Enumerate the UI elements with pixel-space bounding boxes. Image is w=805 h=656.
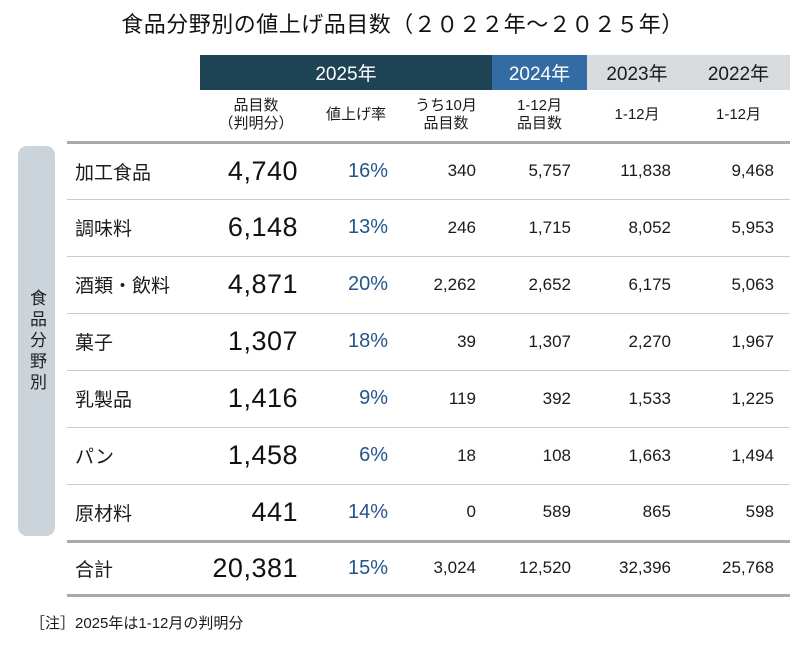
column-header-items-line1: 品目数 [233,96,279,114]
y2023-cell: 2,270 [628,331,671,351]
y2023-cell: 1,663 [628,445,671,465]
y2022-cell: 5,063 [731,274,774,294]
category-cell: 調味料 [75,219,133,240]
category-cell: 菓子 [75,333,114,354]
column-header-october-line1: うち10月 [415,96,477,114]
items-cell: 6,148 [227,212,298,242]
total-y2022-cell: 25,768 [722,558,774,577]
rate-cell: 14% [347,500,388,523]
column-header-spacer [67,90,200,142]
total-october-cell: 3,024 [433,558,476,577]
page-title: 食品分野別の値上げ品目数（２０２２年～２０２５年） [121,12,684,37]
table-row-total: 合計 20,381 15% 3,024 12,520 32,396 25,768 [67,541,790,595]
total-rate-cell: 15% [347,556,388,579]
footnote: ［注］2025年は1-12月の判明分 [30,615,244,632]
y2024-cell: 2,652 [528,274,571,294]
category-group-band: 食品分野別 [18,146,55,536]
y2024-cell: 108 [542,445,571,465]
category-cell: パン [75,447,114,468]
price-increase-table-area: 2025年 2024年 2023年 2022年 品目数 （判明分） 値上げ率 う… [67,55,790,597]
column-header-2022: 1-12月 [715,105,762,123]
total-y2024-cell: 12,520 [519,558,571,577]
column-header-rate: 値上げ率 [325,105,386,123]
category-cell: 加工食品 [75,162,152,184]
table-row-alcohol-beverages: 酒類・飲料 4,871 20% 2,262 2,652 6,175 5,063 [67,256,790,313]
october-cell: 2,262 [433,274,476,294]
october-cell: 119 [448,388,476,408]
y2023-cell: 1,533 [628,388,671,408]
column-header-2024-line2: 品目数 [516,115,562,133]
october-cell: 340 [447,161,476,180]
table-row-raw-materials: 原材料 441 14% 0 589 865 598 [67,484,790,541]
october-cell: 246 [447,217,476,237]
y2024-cell: 5,757 [528,161,571,180]
y2023-cell: 11,838 [620,161,671,180]
category-cell: 酒類・飲料 [75,276,171,297]
rate-cell: 18% [347,330,388,352]
column-header-october-line2: 品目数 [423,115,469,133]
price-increase-table: 2025年 2024年 2023年 2022年 品目数 （判明分） 値上げ率 う… [67,55,790,597]
column-header-october: うち10月 品目数 [400,90,492,142]
column-header-2024: 1-12月 品目数 [492,90,587,142]
category-group-label: 食品分野別 [27,288,46,394]
y2022-cell: 1,494 [731,445,774,465]
y2022-cell: 5,953 [731,217,774,237]
y2024-cell: 1,307 [528,331,571,351]
october-cell: 39 [457,331,476,351]
y2023-cell: 6,175 [628,274,671,294]
items-cell: 441 [251,496,298,527]
column-header-items: 品目数 （判明分） [200,90,312,142]
items-cell: 4,740 [227,155,298,186]
table-row-bread: パン 1,458 6% 18 108 1,663 1,494 [67,427,790,484]
total-items-cell: 20,381 [212,552,298,583]
total-y2023-cell: 32,396 [619,558,671,577]
y2023-cell: 865 [642,502,671,521]
category-cell: 乳製品 [75,390,133,411]
october-cell: 18 [457,445,476,465]
rate-cell: 20% [347,273,388,295]
year-header-2025: 2025年 [200,55,492,90]
table-row-dairy: 乳製品 1,416 9% 119 392 1,533 1,225 [67,370,790,427]
category-cell: 原材料 [75,503,133,525]
items-cell: 1,416 [227,383,298,413]
column-header-row: 品目数 （判明分） 値上げ率 うち10月 品目数 1-12月 品目数 1-12月… [67,90,790,142]
year-header-2023: 2023年 [587,55,687,90]
column-header-2023: 1-12月 [614,105,660,123]
column-header-2024-line1: 1-12月 [516,96,563,114]
y2024-cell: 392 [542,388,571,408]
table-row-confectionery: 菓子 1,307 18% 39 1,307 2,270 1,967 [67,313,790,370]
october-cell: 0 [466,502,476,521]
y2022-cell: 598 [745,502,774,521]
items-cell: 1,307 [227,326,298,356]
y2022-cell: 1,225 [731,388,774,408]
y2024-cell: 589 [542,502,571,521]
rate-cell: 6% [359,444,388,466]
year-header-2024: 2024年 [492,55,587,90]
y2022-cell: 1,967 [731,331,774,351]
year-header-row: 2025年 2024年 2023年 2022年 [67,55,790,90]
items-cell: 4,871 [227,269,298,299]
y2022-cell: 9,468 [731,161,774,180]
rate-cell: 9% [359,387,388,409]
year-header-spacer [67,55,200,90]
year-header-2022: 2022年 [687,55,790,90]
table-row-seasoning: 調味料 6,148 13% 246 1,715 8,052 5,953 [67,199,790,256]
rate-cell: 13% [347,216,388,238]
y2023-cell: 8,052 [628,217,671,237]
table-row-processed-food: 加工食品 4,740 16% 340 5,757 11,838 9,468 [67,142,790,199]
rate-cell: 16% [347,159,388,182]
y2024-cell: 1,715 [528,217,571,237]
column-header-items-line2: （判明分） [218,115,294,133]
total-label-cell: 合計 [75,559,114,581]
items-cell: 1,458 [227,440,298,470]
